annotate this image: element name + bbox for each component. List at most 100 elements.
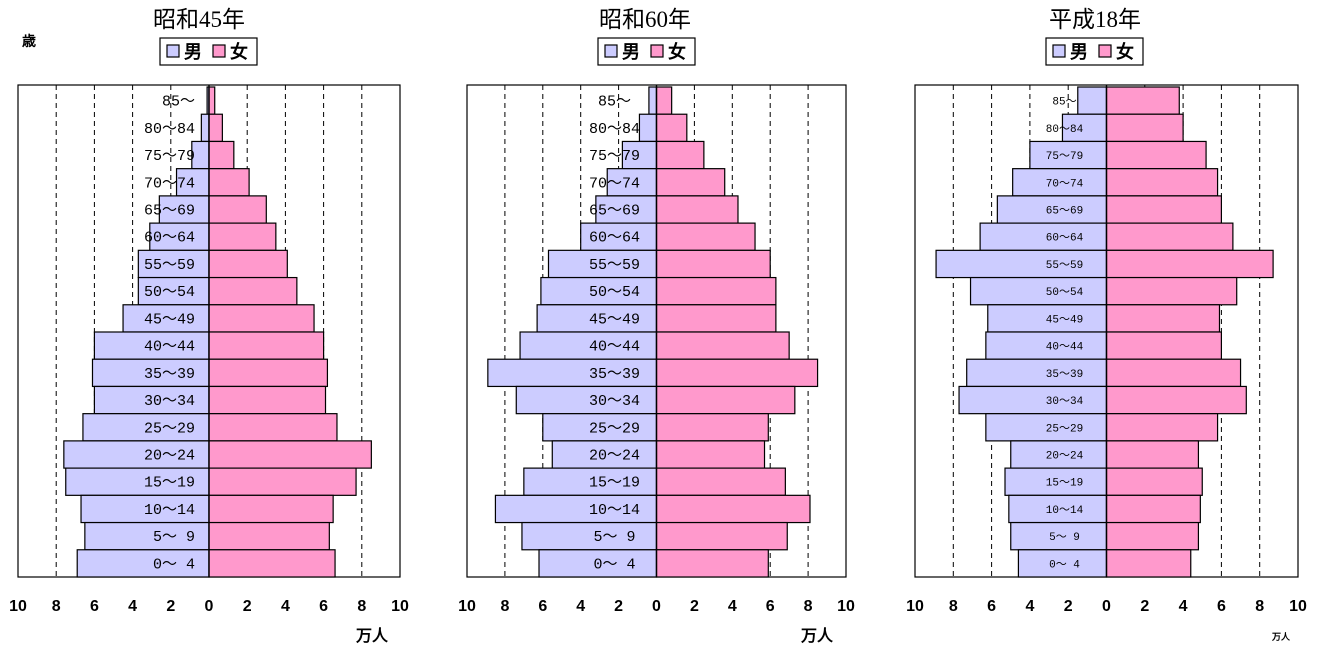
age-group-label: 30～34 bbox=[144, 393, 195, 410]
age-group-label: 40～44 bbox=[589, 339, 640, 356]
male-bar bbox=[1077, 86, 1108, 115]
age-group-label: 5～ 9 bbox=[153, 529, 195, 546]
male-bar bbox=[65, 467, 210, 496]
age-group-label: 25～29 bbox=[589, 420, 640, 437]
female-bar bbox=[1105, 168, 1219, 197]
male-bar bbox=[137, 249, 210, 279]
age-group-label: 25～29 bbox=[1046, 423, 1083, 435]
legend-label-female: 女 bbox=[1116, 41, 1134, 62]
x-tick-label: 10 bbox=[391, 598, 409, 615]
female-bar bbox=[655, 413, 769, 442]
legend-label-female: 女 bbox=[230, 41, 248, 62]
x-axis-unit: 万人 bbox=[800, 627, 834, 645]
male-bar bbox=[521, 521, 658, 551]
chart-title: 昭和60年 bbox=[599, 7, 691, 32]
male-bar bbox=[547, 249, 658, 279]
age-group-label: 65～69 bbox=[144, 203, 195, 220]
age-group-label: 15～19 bbox=[144, 475, 195, 492]
female-bar bbox=[655, 440, 766, 469]
age-group-label: 20～24 bbox=[144, 448, 195, 465]
x-tick-label: 6 bbox=[319, 598, 328, 615]
female-bar bbox=[208, 276, 298, 306]
male-bar bbox=[80, 494, 210, 524]
x-tick-label: 6 bbox=[90, 598, 99, 615]
x-tick-label: 4 bbox=[728, 598, 737, 615]
female-bar bbox=[655, 521, 788, 551]
age-group-label: 50～54 bbox=[144, 284, 195, 301]
female-bar bbox=[208, 331, 325, 360]
legend-swatch-male bbox=[1052, 44, 1066, 58]
male-bar bbox=[979, 222, 1108, 251]
age-group-label: 75～79 bbox=[1046, 151, 1083, 163]
female-bar bbox=[655, 304, 777, 333]
male-bar bbox=[987, 304, 1108, 333]
x-tick-label: 2 bbox=[690, 598, 699, 615]
x-tick-label: 4 bbox=[1025, 598, 1034, 615]
age-group-label: 30～34 bbox=[1046, 396, 1084, 408]
age-group-label: 75～79 bbox=[144, 148, 195, 165]
female-bar bbox=[208, 113, 223, 143]
female-bar bbox=[208, 467, 357, 496]
age-group-label: 55～59 bbox=[1046, 260, 1083, 272]
x-tick-label: 8 bbox=[52, 598, 61, 615]
female-bar bbox=[655, 494, 811, 524]
x-tick-label: 4 bbox=[128, 598, 137, 615]
legend-swatch-female bbox=[212, 44, 226, 58]
female-bar bbox=[208, 195, 267, 224]
female-bar bbox=[208, 385, 327, 415]
male-bar bbox=[200, 113, 210, 143]
male-bar bbox=[996, 195, 1108, 224]
female-bar bbox=[1105, 113, 1184, 143]
age-group-label: 15～19 bbox=[589, 475, 640, 492]
male-bar bbox=[175, 168, 210, 197]
x-tick-label: 6 bbox=[987, 598, 996, 615]
age-group-label: 65～69 bbox=[1046, 206, 1083, 218]
male-bar bbox=[985, 331, 1108, 360]
age-group-label: 55～59 bbox=[589, 257, 640, 274]
legend: 男女 bbox=[597, 37, 696, 66]
age-group-label: 50～54 bbox=[589, 284, 640, 301]
age-group-label: 40～44 bbox=[144, 339, 195, 356]
male-bar bbox=[84, 521, 210, 551]
female-bar bbox=[655, 222, 756, 251]
male-bar bbox=[1017, 549, 1108, 578]
female-bar bbox=[208, 413, 338, 442]
legend: 男女 bbox=[159, 37, 258, 66]
x-tick-label: 4 bbox=[281, 598, 290, 615]
age-group-label: 45～49 bbox=[144, 311, 195, 328]
female-bar bbox=[208, 222, 277, 251]
y-axis-label: 歳 bbox=[22, 33, 36, 49]
x-tick-label: 2 bbox=[1140, 598, 1149, 615]
female-bar bbox=[208, 249, 288, 279]
female-bar bbox=[1105, 521, 1200, 551]
x-tick-label: 6 bbox=[766, 598, 775, 615]
age-group-label: 5～ 9 bbox=[1049, 532, 1080, 544]
age-group-label: 30～34 bbox=[589, 393, 640, 410]
male-bar bbox=[538, 549, 658, 578]
male-bar bbox=[487, 358, 658, 388]
female-bar bbox=[208, 140, 235, 170]
female-bar bbox=[208, 549, 336, 578]
female-bar bbox=[208, 494, 334, 524]
age-group-label: 0～ 4 bbox=[593, 556, 635, 573]
age-group-label: 80～84 bbox=[589, 121, 640, 138]
legend-label-male: 男 bbox=[1070, 42, 1088, 62]
male-bar bbox=[149, 222, 210, 251]
female-bar bbox=[208, 358, 329, 388]
male-bar bbox=[540, 276, 658, 306]
legend-swatch-male bbox=[166, 44, 180, 58]
male-bar bbox=[1010, 521, 1108, 551]
female-bar bbox=[1105, 413, 1219, 442]
x-tick-label: 10 bbox=[1289, 598, 1307, 615]
female-bar bbox=[655, 195, 739, 224]
male-bar bbox=[935, 249, 1108, 279]
x-tick-label: 2 bbox=[243, 598, 252, 615]
female-bar bbox=[1105, 440, 1200, 469]
age-group-label: 10～14 bbox=[144, 502, 195, 519]
age-group-label: 85～ bbox=[598, 94, 631, 111]
x-tick-label: 0 bbox=[205, 598, 214, 615]
female-bar bbox=[655, 249, 771, 279]
x-tick-label: 8 bbox=[357, 598, 366, 615]
x-tick-label: 10 bbox=[906, 598, 924, 615]
